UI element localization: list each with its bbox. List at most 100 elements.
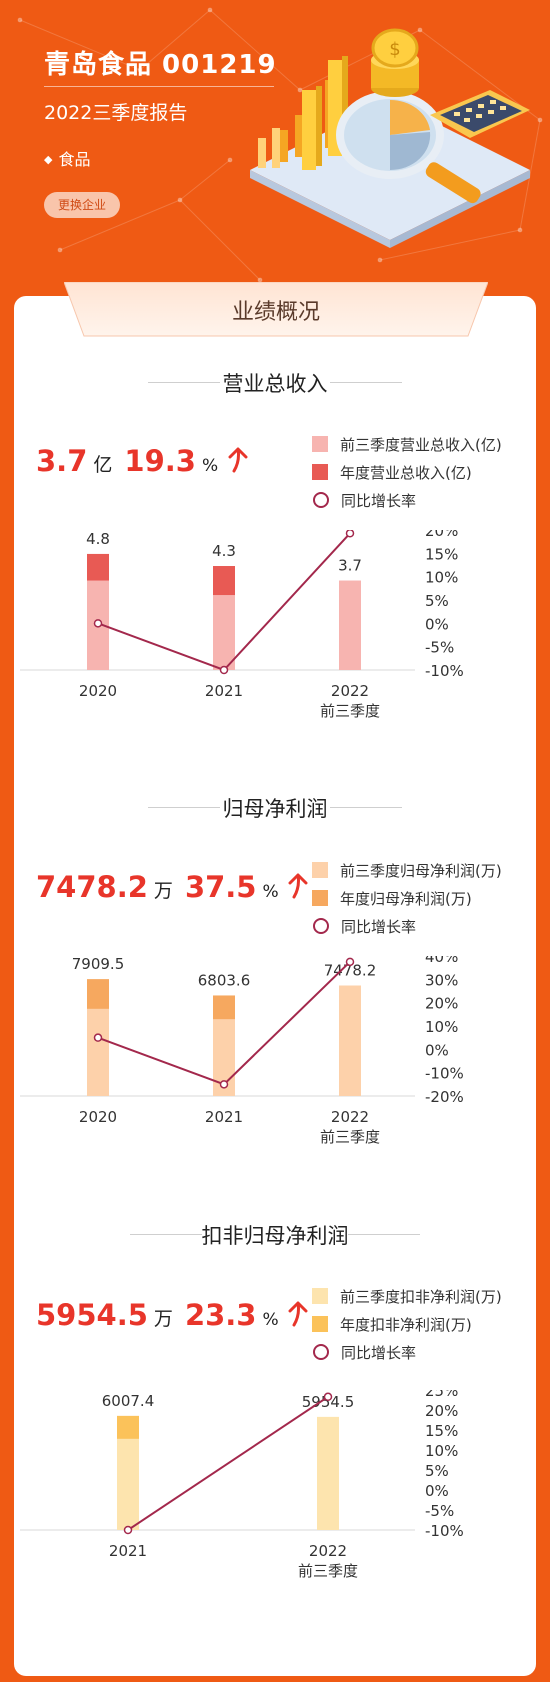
- deducted-profit-legend: 前三季度扣非净利润(万) 年度扣非净利润(万) 同比增长率: [312, 1282, 502, 1366]
- industry-label: 食品: [58, 150, 91, 169]
- category-label: 2022: [331, 682, 369, 700]
- legend-label: 同比增长率: [341, 917, 417, 936]
- q3-bar: [213, 1019, 235, 1096]
- legend-item: 前三季度扣非净利润(万): [312, 1282, 502, 1310]
- category-label: 2021: [109, 1542, 147, 1560]
- arrow-up-icon: [288, 1301, 308, 1327]
- revenue-legend: 前三季度营业总收入(亿) 年度营业总收入(亿) 同比增长率: [312, 430, 502, 514]
- revenue-chart: 20% 15% 10% 5% 0% -5% -10% 4.8 2020 4.3 2021 3.7 202…: [20, 530, 464, 720]
- legend-label: 同比增长率: [341, 491, 417, 510]
- y2-tick-label: 15%: [425, 545, 458, 563]
- y2-tick-label: 20%: [425, 530, 458, 540]
- legend-label: 前三季度营业总收入(亿): [340, 435, 502, 454]
- q3-bar: [317, 1416, 339, 1530]
- section-banner: [64, 282, 488, 337]
- y2-tick-label: -10%: [425, 662, 464, 680]
- legend-item: 同比增长率: [312, 1338, 502, 1366]
- y2-tick-label: 25%: [425, 1390, 458, 1400]
- growth-rate-point: [219, 665, 229, 675]
- header-divider: [44, 86, 274, 87]
- title-line-left: [148, 807, 220, 808]
- header: 青岛食品 001219 2022三季度报告 ◆ 食品 更换企业: [0, 0, 550, 300]
- legend-swatch: [312, 464, 328, 480]
- y2-tick-label: 20%: [425, 1402, 458, 1420]
- arrow-up-icon: [228, 447, 248, 473]
- title-line-left: [130, 1234, 202, 1235]
- growth-rate-point: [323, 1392, 333, 1402]
- coins-icon: $: [371, 28, 419, 97]
- growth-rate-line: [127, 1395, 329, 1531]
- net-profit-chart: 40% 30% 20% 10% 0% -10% -20% 7909.5 2020 6803.6 20…: [20, 956, 464, 1146]
- legend-item: 年度营业总收入(亿): [312, 458, 502, 486]
- deducted-profit-kpi: 5954.5 万 23.3%: [36, 1298, 308, 1332]
- legend-label: 同比增长率: [341, 1343, 417, 1362]
- revenue-growth-unit: %: [201, 456, 219, 476]
- deducted-profit-title: 扣非归母净利润: [201, 1224, 349, 1248]
- q3-bar: [339, 580, 361, 670]
- diamond-icon: ◆: [44, 153, 53, 166]
- legend-swatch: [312, 1316, 328, 1332]
- y2-tick-label: -10%: [425, 1065, 464, 1083]
- q3-bar: [213, 595, 235, 670]
- y2-tick-label: 40%: [425, 956, 458, 966]
- growth-rate-point: [345, 530, 355, 538]
- deducted-profit-value: 5954.5: [36, 1298, 148, 1332]
- category-label: 2020: [79, 682, 117, 700]
- title-line-right: [330, 807, 402, 808]
- title-line-left: [148, 382, 220, 383]
- legend-item: 年度归母净利润(万): [312, 884, 502, 912]
- category-label: 前三季度: [320, 1128, 380, 1146]
- y2-tick-label: 0%: [425, 1041, 449, 1059]
- y2-tick-label: 10%: [425, 1442, 458, 1460]
- growth-rate-point: [93, 1033, 103, 1042]
- y2-tick-label: 10%: [425, 569, 458, 587]
- bar-value-label: 4.3: [212, 542, 236, 560]
- bar-value-label: 6803.6: [198, 971, 251, 989]
- legend-label: 年度扣非净利润(万): [340, 1315, 472, 1334]
- legend-swatch: [312, 436, 328, 452]
- bar-chart-decoration: [258, 128, 280, 168]
- legend-item: 同比增长率: [312, 912, 502, 940]
- growth-rate-point: [123, 1525, 133, 1535]
- industry-tag: ◆ 食品: [44, 146, 90, 170]
- network-pattern-decoration: [17, 7, 543, 283]
- category-label: 2020: [79, 1108, 117, 1126]
- category-label: 2021: [205, 1108, 243, 1126]
- q3-bar: [87, 1008, 109, 1096]
- title-line-right: [348, 1234, 420, 1235]
- arrow-up-icon: [288, 873, 308, 899]
- bar-value-label: 6007.4: [102, 1392, 155, 1410]
- legend-label: 前三季度扣非净利润(万): [340, 1287, 502, 1306]
- net-profit-value: 7478.2: [36, 870, 148, 904]
- y2-tick-label: 5%: [425, 1462, 449, 1480]
- legend-circle-icon: [313, 1344, 329, 1360]
- revenue-title: 营业总收入: [222, 372, 328, 396]
- category-label: 2022: [309, 1542, 347, 1560]
- bar-value-label: 4.8: [86, 530, 110, 548]
- category-label: 2022: [331, 1108, 369, 1126]
- svg-text:$: $: [389, 39, 400, 60]
- legend-item: 同比增长率: [312, 486, 502, 514]
- net-profit-kpi: 7478.2 万 37.5%: [36, 870, 308, 904]
- report-title: 2022三季度报告: [44, 102, 188, 124]
- switch-company-button[interactable]: 更换企业: [44, 192, 120, 218]
- section-title: 业绩概况: [231, 300, 320, 325]
- net-profit-growth: 37.5: [184, 870, 257, 904]
- bar-value-label: 3.7: [338, 557, 362, 575]
- growth-rate-point: [219, 1080, 229, 1089]
- y2-tick-label: 15%: [425, 1422, 458, 1440]
- legend-item: 前三季度归母净利润(万): [312, 856, 502, 884]
- y2-tick-label: -5%: [425, 1502, 454, 1520]
- y2-tick-label: 30%: [425, 971, 458, 989]
- y2-tick-label: 0%: [425, 615, 449, 633]
- legend-label: 年度营业总收入(亿): [340, 463, 472, 482]
- legend-circle-icon: [313, 492, 329, 508]
- y2-tick-label: -5%: [425, 639, 454, 657]
- revenue-growth: 19.3: [124, 444, 196, 478]
- legend-circle-icon: [313, 918, 329, 934]
- revenue-kpi: 3.7 亿 19.3%: [36, 444, 248, 478]
- company-title: 青岛食品 001219: [44, 50, 277, 80]
- title-line-right: [330, 382, 402, 383]
- y2-tick-label: 20%: [425, 995, 458, 1013]
- revenue-unit: 亿: [93, 454, 113, 476]
